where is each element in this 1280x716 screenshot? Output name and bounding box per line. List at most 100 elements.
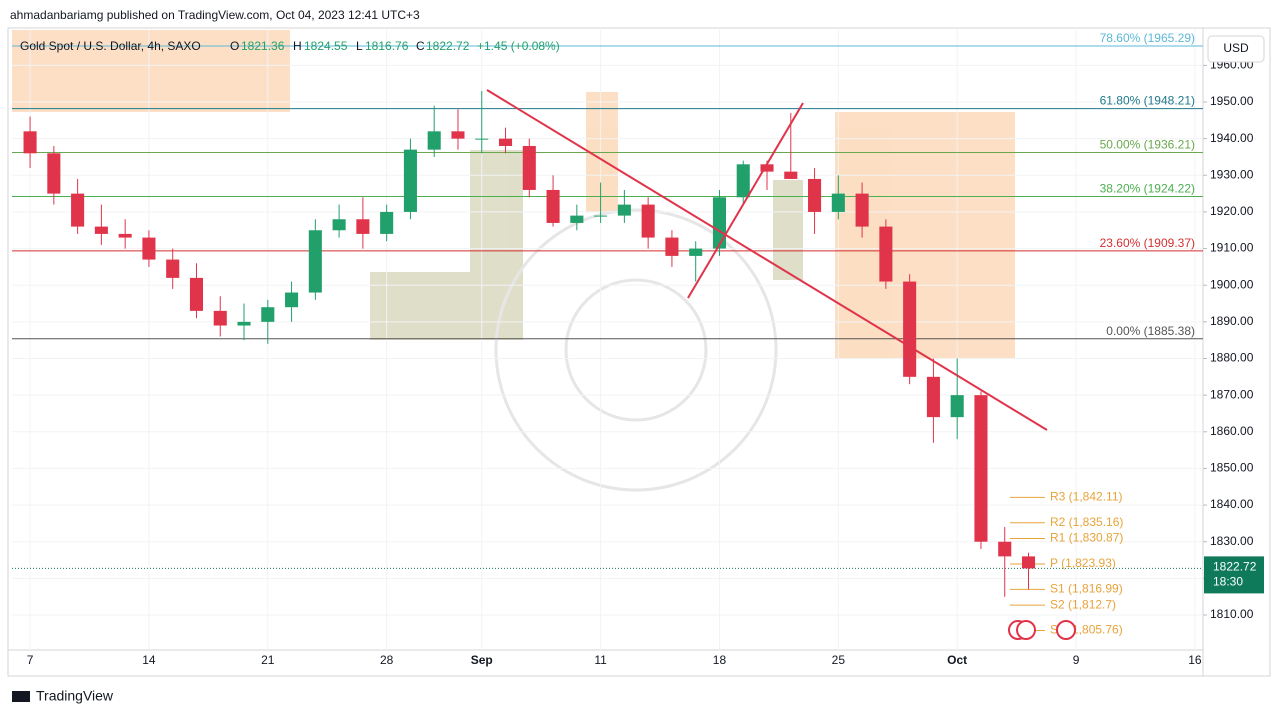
y-tick-label: 1920.00 — [1210, 204, 1254, 218]
x-tick-label: 11 — [594, 653, 607, 667]
candle-body — [926, 376, 940, 418]
candle-body — [380, 211, 394, 234]
event-icons — [1008, 620, 1076, 640]
candle-body — [332, 219, 346, 231]
pivot-label: P (1,823.93) — [1050, 556, 1116, 570]
candle-body — [261, 307, 275, 322]
candle-body — [47, 153, 61, 194]
y-tick-label: 1940.00 — [1210, 131, 1254, 145]
candle-body — [736, 164, 750, 198]
y-tick-label: 1850.00 — [1210, 461, 1254, 475]
zone — [586, 92, 618, 212]
candle-body — [665, 237, 679, 256]
x-tick-label: Sep — [471, 653, 493, 667]
candle-body — [308, 230, 322, 293]
candle-body — [808, 178, 822, 212]
low-label: L — [356, 39, 363, 53]
y-tick-label: 1830.00 — [1210, 534, 1254, 548]
low: 1816.76 — [365, 39, 409, 53]
watermark-circle — [564, 278, 708, 422]
price-tag-box — [1204, 556, 1264, 594]
candle-body — [974, 395, 988, 542]
x-tick-label: Oct — [947, 653, 967, 667]
brand: TradingView — [36, 688, 114, 704]
candle-body — [712, 197, 727, 249]
fib-label: 78.60% (1965.29) — [1100, 31, 1195, 45]
fib-label: 0.00% (1885.38) — [1106, 324, 1195, 338]
fib-label: 38.20% (1924.22) — [1100, 182, 1195, 196]
currency: USD — [1223, 41, 1249, 55]
candle-body — [1021, 556, 1036, 569]
zone — [773, 180, 803, 280]
fib-label: 50.00% (1936.21) — [1100, 138, 1195, 152]
x-tick-label: 21 — [261, 653, 275, 667]
candle-body — [760, 164, 774, 172]
symbol: Gold Spot / U.S. Dollar, 4h, SAXO — [20, 39, 201, 53]
legend: Gold Spot / U.S. Dollar, 4h, SAXO O 1821… — [20, 39, 560, 53]
y-tick-label: 1930.00 — [1210, 167, 1254, 181]
trendline — [486, 89, 1048, 431]
zone — [370, 272, 523, 340]
fib-label: 23.60% (1909.37) — [1100, 236, 1195, 250]
y-tick-label: 1870.00 — [1210, 387, 1254, 401]
y-tick-label: 1810.00 — [1210, 607, 1254, 621]
candle-body — [570, 215, 584, 223]
pivot-label: S2 (1,812.7) — [1050, 597, 1116, 611]
fib-label: 61.80% (1948.21) — [1100, 94, 1195, 108]
candle-body — [166, 259, 180, 278]
candle-body — [855, 193, 869, 227]
candle-body — [94, 226, 108, 234]
chart-frame — [7, 27, 1271, 677]
pivot-label: S1 (1,816.99) — [1050, 582, 1123, 596]
candle-body — [23, 131, 37, 154]
candle-body — [546, 189, 560, 223]
high-label: H — [293, 39, 302, 53]
close: 1822.72 — [426, 39, 470, 53]
candle-body — [475, 138, 489, 140]
close-label: C — [416, 39, 425, 53]
candle-body — [237, 321, 251, 326]
price-tag: 1822.72 18:30 — [1204, 556, 1264, 594]
pivot-label: R1 (1,830.87) — [1050, 531, 1123, 545]
candles — [23, 91, 1036, 597]
x-tick-label: 7 — [27, 653, 34, 667]
currency-button[interactable] — [1207, 35, 1265, 63]
high: 1824.55 — [304, 39, 348, 53]
x-tick-label: 9 — [1073, 653, 1080, 667]
x-tick-label: 18 — [713, 653, 727, 667]
open: 1821.36 — [241, 39, 285, 53]
x-tick-label: 16 — [1188, 653, 1202, 667]
watermark — [494, 208, 778, 492]
candle-body — [189, 277, 204, 311]
y-tick-label: 1910.00 — [1210, 241, 1254, 255]
x-tick-label: 28 — [380, 653, 394, 667]
candle-body — [594, 215, 608, 217]
candle-body — [285, 292, 299, 308]
candle-body — [213, 310, 227, 326]
candle-body — [950, 395, 964, 418]
pivot-label: R2 (1,835.16) — [1050, 515, 1123, 529]
watermark-circle — [494, 208, 778, 492]
event-icon — [1056, 620, 1076, 640]
candle-body — [903, 281, 917, 377]
brand-logo — [12, 691, 30, 702]
y-tick-label: 1950.00 — [1210, 94, 1254, 108]
candle-body — [403, 149, 417, 212]
candle-body — [427, 131, 441, 150]
countdown: 18:30 — [1213, 575, 1243, 589]
candle-body — [998, 541, 1012, 557]
change: +1.45 (+0.08%) — [477, 39, 560, 53]
candle-body — [498, 138, 513, 146]
pivot-label: R3 (1,842.11) — [1050, 490, 1123, 504]
y-tick-label: 1890.00 — [1210, 314, 1254, 328]
candle-body — [118, 233, 132, 238]
candle-body — [356, 219, 370, 234]
candle-body — [71, 193, 85, 227]
y-tick-label: 1840.00 — [1210, 497, 1254, 511]
candle-body — [784, 171, 798, 179]
y-tick-label: 1880.00 — [1210, 351, 1254, 365]
candle-body — [831, 193, 845, 212]
candle-body — [617, 204, 631, 216]
